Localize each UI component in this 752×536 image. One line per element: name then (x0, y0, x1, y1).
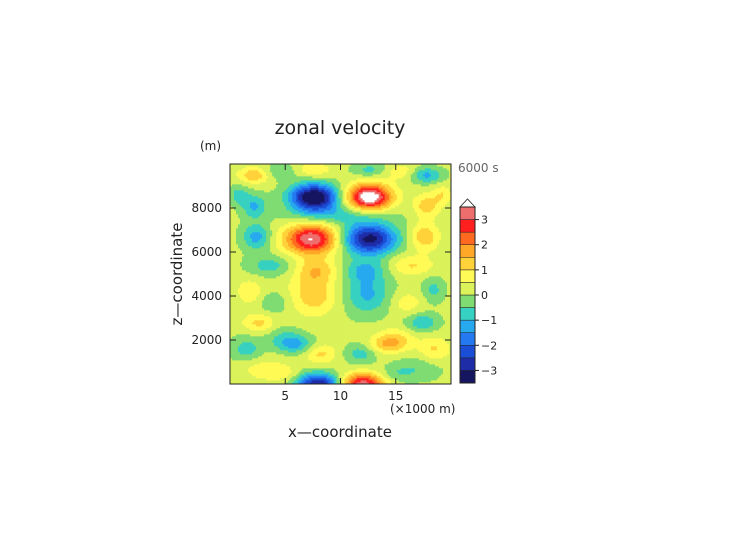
y-unit-label: (m) (200, 139, 221, 153)
x-unit-label: (×1000 m) (390, 402, 455, 416)
contour-field (230, 164, 451, 384)
colorbar-tick-label: 0 (481, 289, 488, 302)
colorbar-tick-label: −1 (481, 314, 497, 327)
y-tick-label: 4000 (191, 289, 222, 303)
y-tick-label: 8000 (191, 201, 222, 215)
colorbar-tick-label: −3 (481, 364, 497, 377)
colorbar-swatch (460, 308, 475, 321)
colorbar-swatch (460, 333, 475, 346)
colorbar-swatch (460, 245, 475, 258)
colorbar-overflow-arrow (460, 199, 475, 207)
colorbar-swatch (460, 320, 475, 333)
colorbar-swatch (460, 295, 475, 308)
y-tick-label: 6000 (191, 245, 222, 259)
colorbar-tick-label: −2 (481, 339, 497, 352)
colorbar-tick-label: 2 (481, 239, 488, 252)
colorbar-swatch (460, 270, 475, 283)
time-label: 6000 s (458, 161, 499, 175)
colorbar-swatch (460, 232, 475, 245)
colorbar-tick-label: 1 (481, 264, 488, 277)
colorbar-swatch (460, 207, 475, 220)
colorbar-swatch (460, 358, 475, 371)
y-axis-label: z—coordinate (168, 223, 186, 326)
colorbar-swatch (460, 282, 475, 295)
colorbar-swatch (460, 220, 475, 233)
colorbar-swatch (460, 257, 475, 270)
colorbar-legend: 3 2 1 0 −1 −2 −3 (460, 199, 497, 383)
colorbar-swatch (460, 345, 475, 358)
x-tick-label: 10 (333, 389, 348, 403)
x-tick-label: 5 (281, 389, 289, 403)
x-tick-label: 15 (388, 389, 403, 403)
colorbar-swatch (460, 370, 475, 383)
y-tick-label: 2000 (191, 333, 222, 347)
x-axis-label: x—coordinate (288, 423, 392, 441)
colorbar-tick-label: 3 (481, 214, 488, 227)
chart-title: zonal velocity (275, 117, 406, 139)
